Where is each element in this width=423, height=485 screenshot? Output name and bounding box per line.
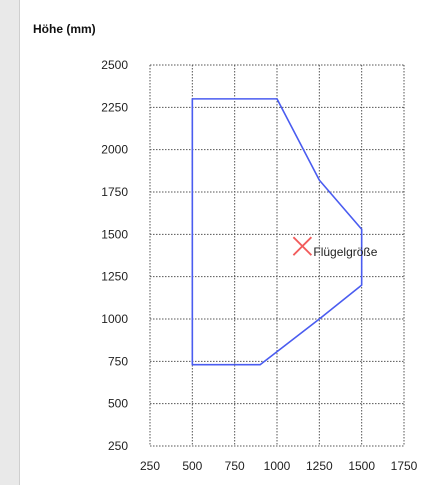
y-tick-label: 1500 [101, 227, 128, 241]
y-axis-title: Höhe (mm) [33, 22, 96, 36]
x-tick-label: 1250 [306, 459, 333, 473]
annotation-marker-x [292, 236, 313, 256]
series-outline-0 [191, 98, 363, 366]
x-tick-label: 750 [225, 459, 245, 473]
annotation-layer: Flügelgröße [292, 236, 378, 259]
y-tick-label: 2000 [101, 143, 128, 157]
y-tick-label: 1750 [101, 185, 128, 199]
x-tick-label: 1750 [391, 459, 418, 473]
y-tick-label: 1250 [101, 270, 128, 284]
x-tick-label: 1500 [348, 459, 375, 473]
y-tick-label: 2250 [101, 100, 128, 114]
chart-panel [19, 0, 423, 485]
x-tick-labels: 250 500 750 1000 1250 1500 1750 [140, 459, 418, 473]
y-tick-label: 2500 [101, 58, 128, 72]
y-tick-label: 250 [108, 439, 128, 453]
y-tick-labels: 250 500 750 1000 1250 1500 1750 2000 2250 2500 [101, 58, 128, 453]
y-tick-label: 500 [108, 397, 128, 411]
annotation-label: Flügelgröße [313, 245, 377, 259]
series-layer [191, 98, 363, 366]
x-tick-label: 1000 [264, 459, 291, 473]
x-tick-label: 250 [140, 459, 160, 473]
y-tick-label: 750 [108, 354, 128, 368]
y-tick-label: 1000 [101, 312, 128, 326]
x-tick-label: 500 [182, 459, 202, 473]
